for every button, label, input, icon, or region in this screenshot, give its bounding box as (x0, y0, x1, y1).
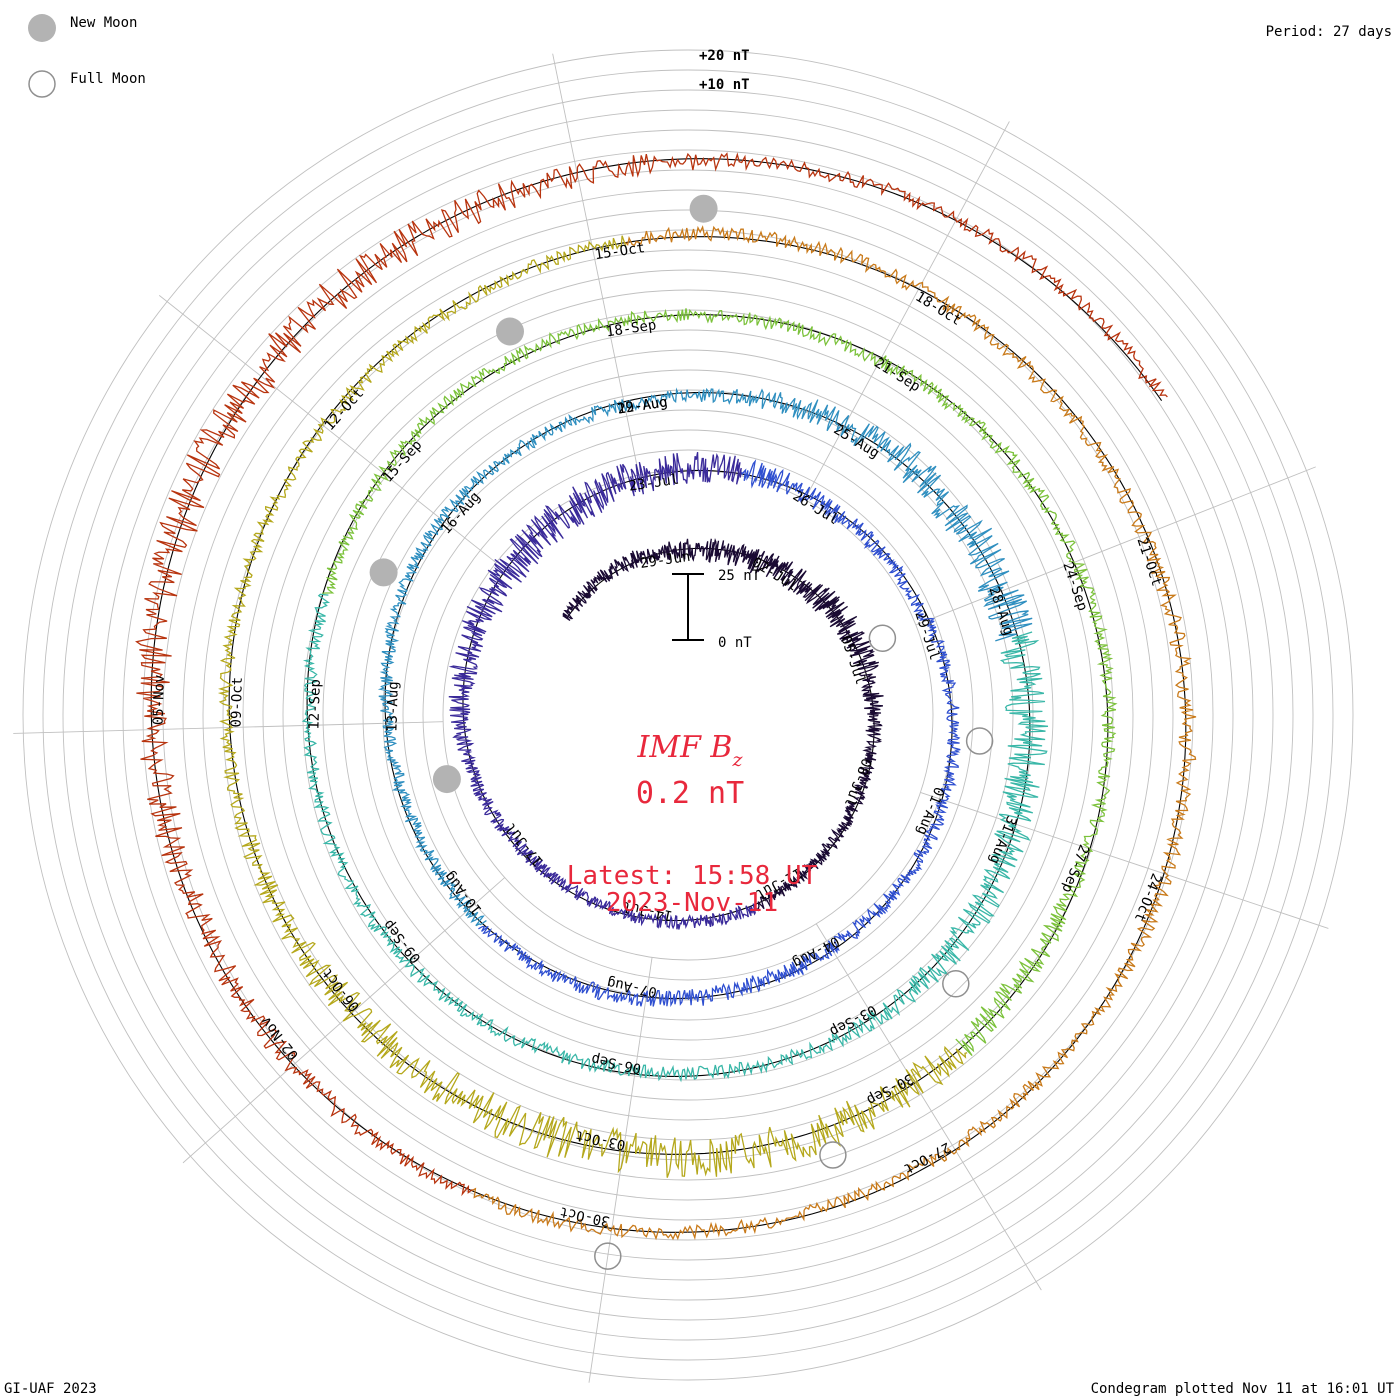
grid-circle (82, 109, 1294, 1321)
center-value: 0.2 nT (636, 776, 744, 811)
new-moon-icon (28, 14, 56, 42)
scale-bar: 25 nT 0 nT (672, 568, 761, 651)
grid-circle (62, 89, 1314, 1341)
trace-segment (322, 308, 1118, 1057)
trace-segment (301, 593, 1049, 1083)
grid-circle (342, 369, 1034, 1061)
date-label: 29-Jun (639, 549, 691, 572)
date-label: 02-Nov (258, 1013, 302, 1063)
new-moon-marker (432, 765, 461, 794)
period-label: Period: 27 days (1265, 24, 1392, 40)
date-label: 15-Oct (594, 240, 646, 263)
trace-segment (448, 451, 758, 930)
grid-circle (182, 209, 1194, 1221)
date-label: 22-Aug (616, 394, 668, 417)
grid-circle (162, 189, 1214, 1241)
footer-plotted: Condegram plotted Nov 11 at 16:01 UT (1090, 1381, 1394, 1397)
full-moon-marker (965, 727, 994, 755)
date-label: 04-Aug (790, 933, 842, 971)
grid-circle (302, 329, 1074, 1101)
ring-scale-plus20: +20 nT (699, 48, 750, 64)
date-label: 10-Aug (441, 868, 485, 918)
date-label: 18-Sep (605, 317, 657, 340)
grid-circle (262, 289, 1114, 1141)
date-label: 05-Jul (837, 634, 868, 687)
date-label: 12-Sep (306, 679, 323, 730)
moon-layer (369, 194, 994, 1270)
grid-spoke (920, 792, 1329, 929)
full-moon-marker (868, 624, 897, 652)
date-label: 05-Nov (150, 674, 167, 725)
date-label: 12-Oct (322, 385, 368, 433)
grid-circle (242, 269, 1134, 1161)
date-label: 19-Aug (616, 394, 668, 417)
center-title: IMF Bz (637, 730, 744, 771)
full-moon-marker (942, 970, 970, 998)
trace-layer (135, 152, 1197, 1241)
grid-circle (142, 169, 1234, 1261)
grid-spoke (915, 466, 1316, 626)
grid-circle (22, 49, 1354, 1381)
grid-circle (362, 389, 1014, 1041)
date-label: 06-Sep (590, 1050, 643, 1076)
grid-circle (122, 149, 1254, 1281)
center-title-sub: z (731, 749, 743, 771)
ring-scale-plus10: +10 nT (699, 77, 750, 93)
date-label: 27-Oct (901, 1139, 953, 1177)
new-moon-marker (689, 194, 718, 223)
grid-circle (102, 129, 1274, 1301)
grid-circle (202, 229, 1174, 1201)
trace-segment (377, 387, 1033, 927)
footer-credit: GI-UAF 2023 (4, 1381, 97, 1397)
grid-circle (322, 349, 1054, 1081)
grid-spoke (13, 721, 444, 734)
grid-circle (282, 309, 1094, 1121)
scale-bar-bottom-label: 0 nT (718, 635, 752, 651)
grid-spoke (815, 923, 1042, 1291)
legend-new-moon-label: New Moon (70, 15, 137, 31)
trace-segment (217, 235, 968, 1178)
date-label: 03-Sep (827, 1001, 879, 1039)
full-moon-marker (594, 1242, 622, 1270)
trace-segment (135, 152, 1168, 1197)
grid-spoke (588, 957, 653, 1383)
date-label: 29-Jul (911, 609, 942, 662)
center-title-main: IMF B (637, 730, 733, 765)
date-label: 21-Sep (872, 355, 923, 395)
trace-segment (471, 225, 1197, 1241)
date-label: 23-Jul (628, 472, 680, 495)
date-label: 08-Jul (841, 756, 874, 809)
date-label: 13-Aug (384, 681, 401, 732)
grid-circle (42, 69, 1334, 1361)
grid-spoke (552, 53, 640, 476)
new-moon-marker (496, 317, 524, 346)
date-label: 21-Oct (1133, 535, 1164, 588)
new-moon-marker (369, 558, 398, 587)
full-moon-marker (819, 1141, 847, 1169)
legend-full-moon-label: Full Moon (70, 71, 146, 87)
grid-layer (13, 49, 1354, 1383)
center-latest: Latest: 15:58 UT (567, 861, 818, 891)
full-moon-icon (28, 70, 56, 98)
trace-segment (562, 538, 884, 912)
grid-circle (382, 409, 994, 1021)
scale-bar-top-label: 25 nT (718, 568, 761, 584)
grid-spoke (158, 295, 497, 564)
grid-circle (222, 249, 1154, 1181)
date-label: 17-Jul (503, 819, 547, 869)
grid-spoke (804, 121, 1010, 500)
grid-circle (402, 429, 974, 1001)
date-label: 09-Oct (228, 677, 245, 728)
center-date: 2023-Nov-11 (606, 888, 778, 918)
trace-segment (478, 459, 961, 1008)
date-label: 27-Sep (1058, 842, 1091, 895)
